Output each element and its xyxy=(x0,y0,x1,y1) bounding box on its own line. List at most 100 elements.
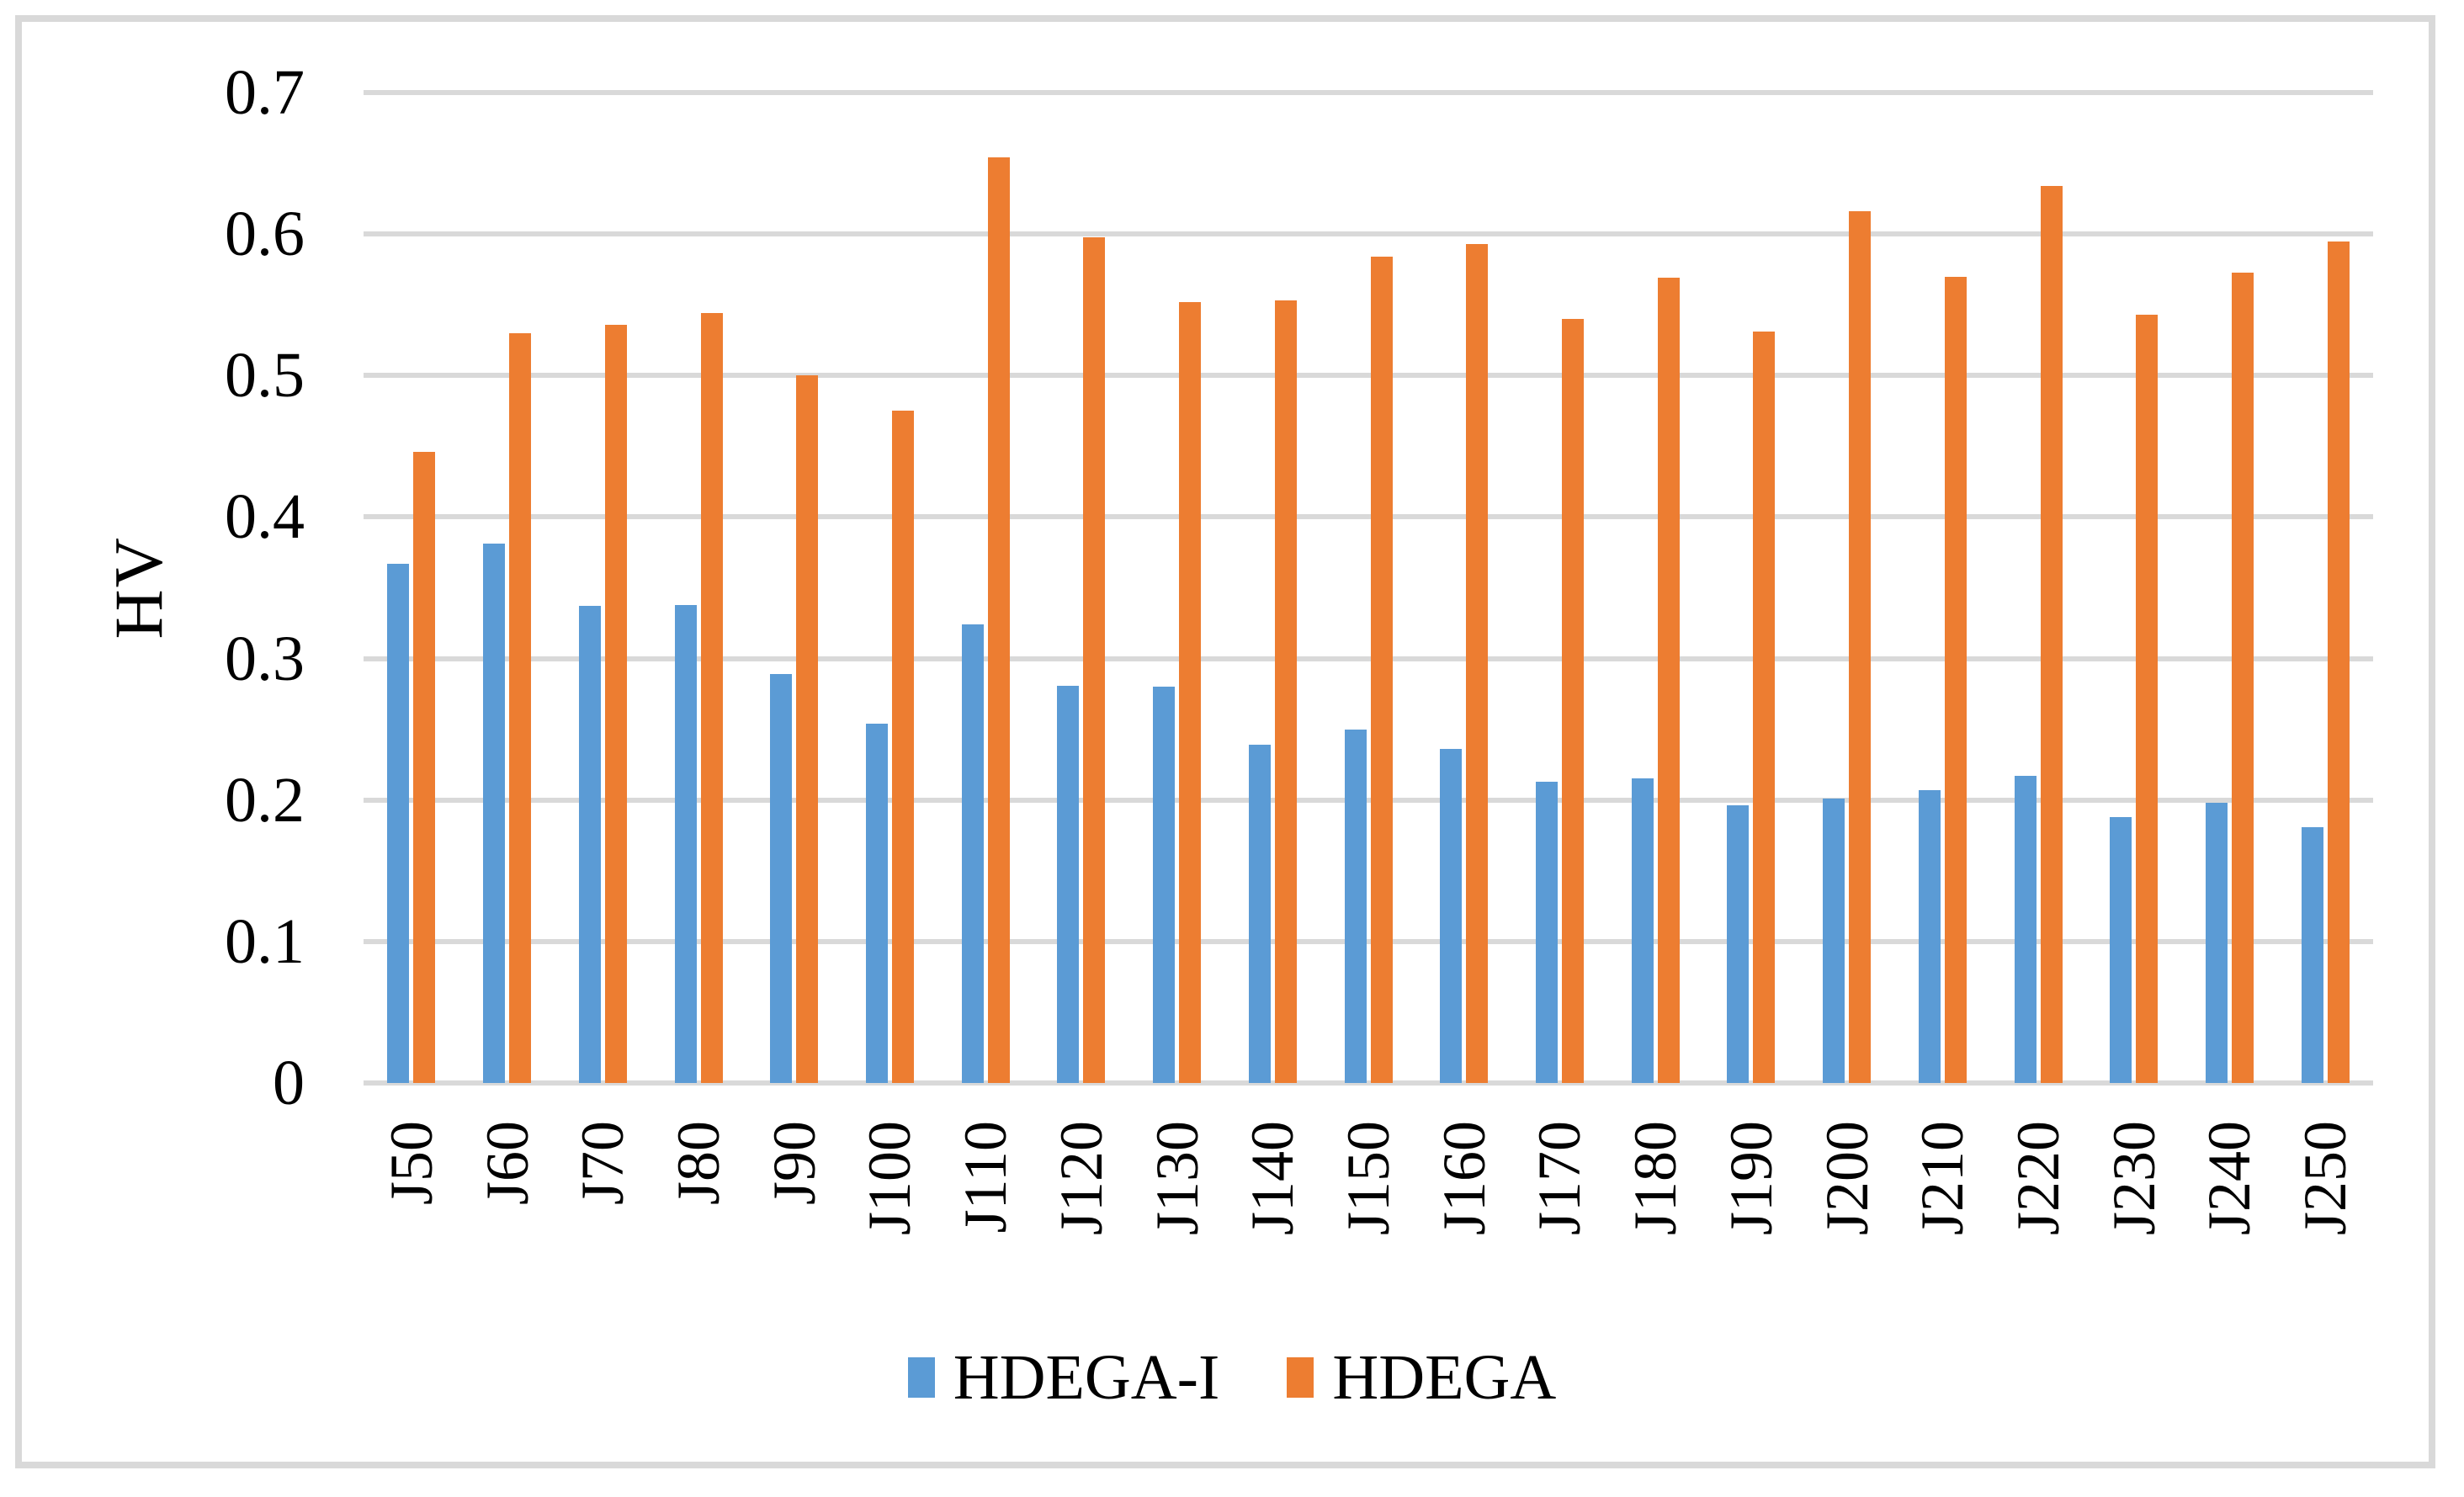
bar-hdega-i-j190 xyxy=(1727,805,1750,1083)
x-tick-label-j70: J70 xyxy=(560,1121,645,1217)
bar-hdega-i-j110 xyxy=(961,624,984,1083)
x-tick-label-j180: J180 xyxy=(1613,1121,1697,1247)
x-tick-label-j130: J130 xyxy=(1135,1121,1219,1247)
gridline-0.4 xyxy=(364,514,2373,520)
y-tick-label-0.2: 0.2 xyxy=(225,764,305,836)
x-tick-text-j130: J130 xyxy=(1143,1121,1211,1236)
x-tick-text-j190: J190 xyxy=(1717,1121,1785,1236)
x-tick-label-j240: J240 xyxy=(2187,1121,2271,1247)
gridline-0.3 xyxy=(364,656,2373,661)
bar-hdega-j220 xyxy=(2040,185,2063,1083)
y-tick-label-0.1: 0.1 xyxy=(225,905,305,977)
x-tick-text-j200: J200 xyxy=(1813,1121,1881,1236)
legend-swatch-hdega xyxy=(1287,1357,1314,1398)
x-tick-label-j210: J210 xyxy=(1900,1121,1984,1247)
bar-hdega-i-j120 xyxy=(1057,685,1080,1083)
legend: HDEGA-I HDEGA xyxy=(0,1340,2464,1415)
x-tick-text-j140: J140 xyxy=(1239,1121,1307,1236)
x-tick-text-j90: J90 xyxy=(760,1121,828,1206)
x-tick-text-j210: J210 xyxy=(1909,1121,1977,1236)
legend-item-hdega-i: HDEGA-I xyxy=(907,1340,1220,1415)
bar-hdega-i-j220 xyxy=(2014,776,2037,1083)
x-tick-text-j60: J60 xyxy=(473,1121,541,1206)
bar-hdega-j60 xyxy=(509,332,532,1083)
bar-hdega-i-j80 xyxy=(674,604,697,1083)
x-tick-label-j100: J100 xyxy=(847,1121,932,1247)
y-tick-label-0.4: 0.4 xyxy=(225,481,305,553)
x-tick-label-j90: J90 xyxy=(752,1121,836,1217)
x-tick-text-j80: J80 xyxy=(665,1121,732,1206)
x-tick-label-j220: J220 xyxy=(1996,1121,2080,1247)
bar-hdega-j110 xyxy=(987,157,1010,1083)
x-tick-label-j50: J50 xyxy=(369,1121,454,1217)
bar-hdega-j250 xyxy=(2327,241,2350,1083)
bar-hdega-j160 xyxy=(1466,243,1489,1083)
x-tick-label-j250: J250 xyxy=(2283,1121,2367,1247)
chart-frame xyxy=(15,15,2435,1468)
x-tick-text-j170: J170 xyxy=(1526,1121,1594,1236)
x-tick-text-j230: J230 xyxy=(2100,1121,2168,1236)
gridline-0 xyxy=(364,1080,2373,1086)
bar-hdega-i-j170 xyxy=(1535,781,1558,1083)
bar-hdega-i-j230 xyxy=(2110,816,2132,1083)
bar-hdega-i-j210 xyxy=(1918,789,1941,1083)
legend-swatch-hdega-i xyxy=(907,1357,935,1398)
bar-hdega-i-j160 xyxy=(1440,749,1463,1083)
x-tick-label-j140: J140 xyxy=(1230,1121,1314,1247)
y-tick-label-0.6: 0.6 xyxy=(225,199,305,270)
bar-hdega-i-j50 xyxy=(387,563,410,1083)
bar-hdega-j100 xyxy=(891,411,914,1083)
x-tick-label-j80: J80 xyxy=(656,1121,741,1217)
x-tick-label-j230: J230 xyxy=(2092,1121,2176,1247)
x-tick-label-j110: J110 xyxy=(943,1121,1028,1245)
gridline-0.6 xyxy=(364,231,2373,237)
y-tick-label-0.7: 0.7 xyxy=(225,57,305,128)
x-tick-text-j180: J180 xyxy=(1622,1121,1690,1236)
bar-hdega-j170 xyxy=(1561,319,1584,1083)
bar-hdega-i-j70 xyxy=(578,606,601,1083)
y-tick-label-0.3: 0.3 xyxy=(225,623,305,694)
legend-item-hdega: HDEGA xyxy=(1287,1340,1556,1415)
x-tick-text-j50: J50 xyxy=(377,1121,445,1206)
x-tick-text-j150: J150 xyxy=(1335,1121,1402,1236)
x-tick-label-j170: J170 xyxy=(1517,1121,1601,1247)
bar-hdega-j90 xyxy=(796,375,819,1083)
bar-hdega-j190 xyxy=(1753,332,1776,1083)
bar-hdega-j50 xyxy=(413,452,436,1083)
x-tick-text-j100: J100 xyxy=(856,1121,924,1236)
bar-hdega-i-j140 xyxy=(1248,745,1271,1083)
bar-hdega-j210 xyxy=(1944,276,1967,1083)
gridline-0.2 xyxy=(364,797,2373,803)
x-tick-text-j160: J160 xyxy=(1430,1121,1498,1236)
gridline-0.7 xyxy=(364,90,2373,95)
x-tick-label-j150: J150 xyxy=(1326,1121,1410,1247)
legend-label-hdega-i: HDEGA-I xyxy=(953,1342,1220,1413)
bar-hdega-i-j180 xyxy=(1631,778,1654,1083)
x-tick-text-j240: J240 xyxy=(2196,1121,2264,1236)
bar-hdega-j80 xyxy=(700,313,723,1083)
bar-hdega-j140 xyxy=(1274,300,1297,1083)
bar-hdega-j180 xyxy=(1657,278,1680,1083)
gridline-0.1 xyxy=(364,938,2373,944)
y-tick-label-0.5: 0.5 xyxy=(225,340,305,411)
bar-hdega-i-j240 xyxy=(2205,803,2228,1083)
bar-hdega-j120 xyxy=(1083,236,1106,1083)
bar-hdega-i-j60 xyxy=(483,544,506,1083)
y-tick-label-0: 0 xyxy=(273,1048,305,1118)
bar-hdega-j130 xyxy=(1179,301,1202,1083)
x-tick-text-j220: J220 xyxy=(2005,1121,2072,1236)
bar-hdega-i-j250 xyxy=(2301,826,2323,1083)
x-tick-label-j60: J60 xyxy=(465,1121,550,1217)
bar-hdega-j200 xyxy=(1849,211,1872,1083)
bar-hdega-j240 xyxy=(2231,272,2254,1083)
x-tick-text-j70: J70 xyxy=(569,1121,637,1206)
x-tick-text-j250: J250 xyxy=(2291,1121,2360,1236)
bar-hdega-i-j100 xyxy=(865,723,888,1083)
x-tick-label-j120: J120 xyxy=(1039,1121,1123,1247)
x-tick-text-j120: J120 xyxy=(1047,1121,1115,1236)
bar-hdega-j150 xyxy=(1370,257,1393,1083)
x-tick-label-j200: J200 xyxy=(1805,1121,1889,1247)
bar-hdega-j230 xyxy=(2136,314,2159,1083)
bar-hdega-i-j130 xyxy=(1153,687,1176,1083)
